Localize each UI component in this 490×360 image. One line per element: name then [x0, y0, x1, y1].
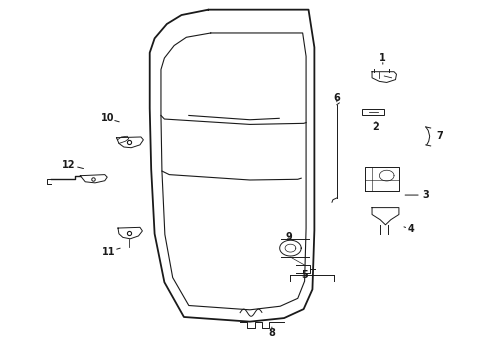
Text: 8: 8	[269, 328, 275, 338]
Text: 3: 3	[422, 190, 429, 200]
Text: 5: 5	[301, 270, 308, 280]
Text: 10: 10	[100, 113, 114, 123]
Text: 11: 11	[102, 247, 116, 257]
Text: 9: 9	[286, 232, 293, 242]
Text: 4: 4	[408, 225, 415, 234]
Text: 12: 12	[62, 160, 76, 170]
Text: 7: 7	[436, 131, 443, 141]
Text: 2: 2	[372, 122, 379, 132]
Text: 6: 6	[334, 93, 340, 103]
Text: 1: 1	[379, 53, 386, 63]
